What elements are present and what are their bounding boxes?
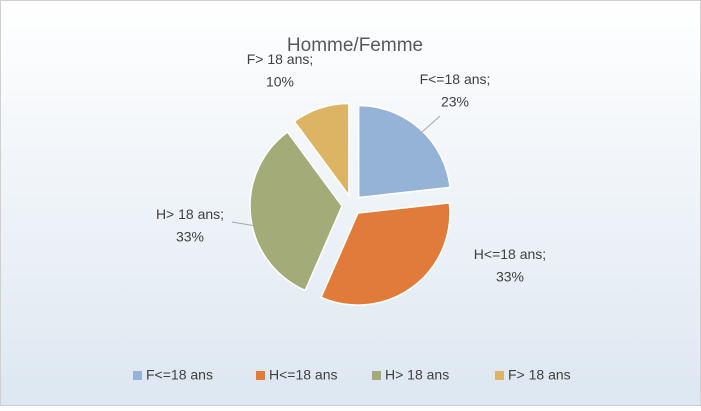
pie-slice	[320, 202, 451, 306]
data-label: F<=18 ans;	[420, 71, 491, 87]
chart-title: Homme/Femme	[287, 35, 423, 56]
legend-swatch	[256, 371, 265, 380]
leader-line	[231, 221, 257, 227]
legend-swatch	[133, 371, 142, 380]
data-label-category: H<=18 ans	[474, 246, 543, 262]
legend-swatch	[372, 371, 381, 380]
pie-slice	[293, 102, 350, 198]
data-label-separator: ;	[487, 71, 491, 87]
legend-label: F> 18 ans	[508, 367, 571, 383]
legend-swatch	[495, 371, 504, 380]
data-label-value: 10%	[266, 74, 294, 90]
legend-label: F<=18 ans	[146, 367, 213, 383]
data-label-separator: ;	[542, 246, 546, 262]
legend-label: H<=18 ans	[269, 367, 338, 383]
data-label-separator: ;	[220, 206, 224, 222]
leader-line	[421, 115, 441, 133]
data-label-category: H> 18 ans	[156, 206, 220, 222]
data-label-value: 23%	[441, 94, 469, 110]
pie-slice	[357, 104, 451, 199]
legend-label: H> 18 ans	[385, 367, 449, 383]
data-label-separator: ;	[309, 51, 313, 67]
data-label: H> 18 ans;	[156, 206, 224, 222]
data-label-category: F> 18 ans	[247, 51, 310, 67]
data-label-value: 33%	[496, 269, 524, 285]
data-label: H<=18 ans;	[474, 246, 546, 262]
data-label: F> 18 ans;	[247, 51, 314, 67]
data-label-value: 33%	[176, 229, 204, 245]
pie-slice	[249, 130, 343, 292]
data-label-category: F<=18 ans	[420, 71, 487, 87]
